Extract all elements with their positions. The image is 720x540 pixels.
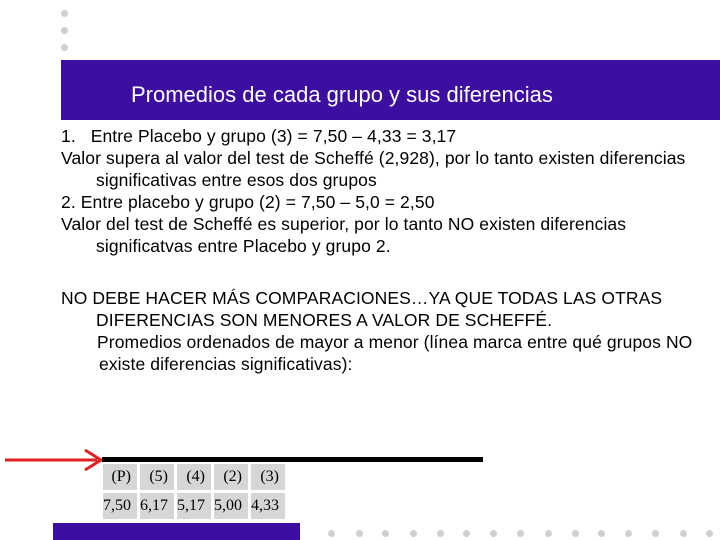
decorative-dot (382, 530, 389, 537)
decorative-dot (652, 530, 659, 537)
table-header: (P) (103, 464, 137, 490)
decorative-dot (356, 530, 363, 537)
comparison-1-note: Valor supera al valor del test de Scheff… (61, 148, 686, 190)
table-header: (3) (251, 464, 285, 490)
table-cell: 7,50 (103, 493, 137, 519)
decorative-dot (545, 530, 552, 537)
comparison-1: 1. Entre Placebo y grupo (3) = 7,50 – 4,… (61, 125, 701, 147)
decorative-dot (680, 530, 687, 537)
table-header: (4) (177, 464, 211, 490)
conclusion-text: NO DEBE HACER MÁS COMPARACIONES…YA QUE T… (61, 288, 663, 330)
decorative-dot (572, 530, 579, 537)
ordered-means-caption: Promedios ordenados de mayor a menor (lí… (97, 332, 693, 374)
table-cell: 5,17 (177, 493, 211, 519)
decorative-dot (61, 27, 68, 34)
decorative-dot (517, 530, 524, 537)
table-header: (5) (140, 464, 174, 490)
table-cell: 6,17 (140, 493, 174, 519)
list-number: 1. (61, 126, 76, 146)
non-significance-line (102, 457, 483, 462)
comparison-2-note: Valor del test de Scheffé es superior, p… (61, 214, 627, 256)
footer-accent-bar (53, 523, 300, 540)
decorative-dot (706, 530, 713, 537)
comparison-2: 2. Entre placebo y grupo (2) = 7,50 – 5,… (61, 192, 435, 212)
table-row: 7,50 6,17 5,17 5,00 4,33 (103, 493, 285, 519)
decorative-dot (625, 530, 632, 537)
title-banner (61, 60, 720, 120)
comparison-1-text: Entre Placebo y grupo (3) = 7,50 – 4,33 … (90, 126, 457, 146)
table-header-row: (P) (5) (4) (2) (3) (103, 464, 285, 490)
decorative-dot (61, 44, 68, 51)
decorative-dot (463, 530, 470, 537)
decorative-dot (598, 530, 605, 537)
table-cell: 4,33 (251, 493, 285, 519)
table-header: (2) (214, 464, 248, 490)
slide-body: 1. Entre Placebo y grupo (3) = 7,50 – 4,… (61, 125, 701, 375)
decorative-dot (410, 530, 417, 537)
decorative-dot (437, 530, 444, 537)
table-cell: 5,00 (214, 493, 248, 519)
decorative-dot (61, 10, 68, 17)
decorative-dot (490, 530, 497, 537)
decorative-dot (328, 530, 335, 537)
means-table: (P) (5) (4) (2) (3) 7,50 6,17 5,17 5,00 … (100, 461, 288, 522)
slide-title: Promedios de cada grupo y sus diferencia… (131, 82, 553, 107)
arrow-right-icon (5, 448, 104, 472)
